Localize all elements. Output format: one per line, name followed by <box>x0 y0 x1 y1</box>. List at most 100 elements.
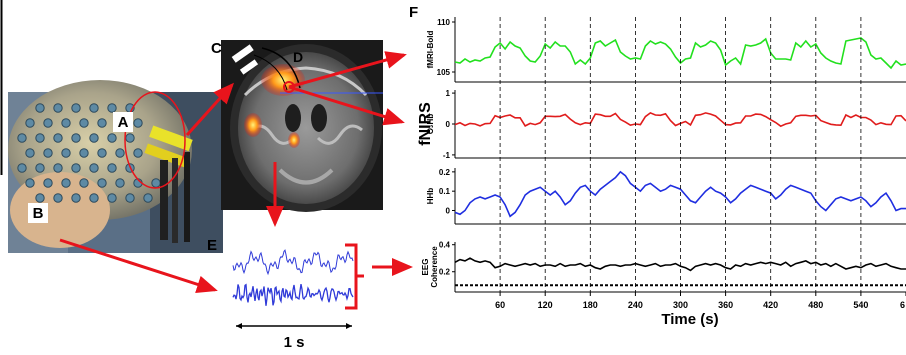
fnirs-probe <box>144 125 193 243</box>
eeg-electrode <box>97 148 107 158</box>
eeg-electrode <box>115 178 125 188</box>
x-tick-label: 360 <box>718 300 733 310</box>
arrow-probe-to-mri <box>185 82 235 137</box>
series-line-hhb <box>454 170 906 218</box>
x-tick-label: 240 <box>628 300 643 310</box>
y-tick-label-fmri: 105 <box>437 68 451 77</box>
raw-eeg-trace-bottom <box>232 283 354 306</box>
eeg-electrode <box>17 163 27 173</box>
x-tick-label: 6 <box>900 300 905 310</box>
eeg-electrode <box>107 133 117 143</box>
x-tick-label: 60 <box>495 300 505 310</box>
y-tick-label-o2hb: 1 <box>446 89 451 98</box>
eeg-bracket <box>345 243 364 310</box>
eeg-electrode <box>53 133 63 143</box>
eeg-electrode <box>43 148 53 158</box>
y-tick-label-hhb: 0.1 <box>439 187 451 196</box>
raw-eeg-trace-top <box>232 249 354 276</box>
eeg-electrode <box>89 133 99 143</box>
eeg-electrode <box>151 178 161 188</box>
eeg-electrode <box>143 193 153 203</box>
event-lines <box>499 17 862 292</box>
y-axis-label-eeg: EEG <box>421 259 430 276</box>
eeg-electrode <box>133 118 143 128</box>
chart-panel-eeg: 0.4 0.2 EEG Coherence <box>421 241 906 293</box>
eeg-electrode <box>35 103 45 113</box>
mri-coronal-slice: C D <box>211 40 383 212</box>
eeg-electrode <box>125 193 135 203</box>
eeg-electrode <box>71 163 81 173</box>
eeg-electrode <box>61 118 71 128</box>
y-tick-label-hhb: 0 <box>446 206 451 215</box>
eeg-electrode <box>107 193 117 203</box>
eeg-electrode <box>107 163 117 173</box>
y-tick-label-fmri: 110 <box>437 18 450 27</box>
eeg-electrode <box>89 193 99 203</box>
x-tick-label: 480 <box>808 300 823 310</box>
x-tick-label: 300 <box>673 300 688 310</box>
eeg-electrode <box>89 103 99 113</box>
eeg-electrode <box>25 178 35 188</box>
eeg-electrode <box>71 103 81 113</box>
eeg-electrode <box>35 193 45 203</box>
label-a: A <box>118 114 129 131</box>
eeg-electrode <box>53 103 63 113</box>
eeg-electrode <box>71 133 81 143</box>
eeg-electrode <box>125 133 135 143</box>
eeg-cap-photo: A B <box>8 80 223 253</box>
series-line-eeg <box>454 257 906 272</box>
label-b: B <box>33 205 44 222</box>
eeg-electrode <box>97 118 107 128</box>
x-tick-label: 540 <box>853 300 868 310</box>
eeg-electrode <box>17 133 27 143</box>
eeg-electrode <box>97 178 107 188</box>
label-c: C <box>211 40 222 57</box>
eeg-electrode <box>61 148 71 158</box>
y-tick-label-o2hb: 0 <box>446 120 451 129</box>
mri-probe-marker <box>231 44 301 91</box>
probe-circle <box>124 91 186 189</box>
eeg-electrode <box>133 148 143 158</box>
raw-eeg-traces: E 1 s <box>207 237 364 351</box>
label-e: E <box>207 237 217 254</box>
eeg-electrode <box>89 163 99 173</box>
y-axis-label-o2hb: O₂Hb <box>426 114 435 135</box>
chart-panel-o2hb: 1 0 -1 O₂Hb <box>426 89 906 160</box>
x-tick-label: 120 <box>538 300 553 310</box>
eeg-electrode <box>43 118 53 128</box>
eeg-electrodes <box>17 103 161 203</box>
red-arrows <box>59 51 413 294</box>
arrow-to-fmri <box>288 51 407 89</box>
eeg-electrode <box>115 148 125 158</box>
x-axis-label: Time (s) <box>661 311 718 328</box>
x-tick-label: 180 <box>583 300 598 310</box>
eeg-electrode <box>35 163 45 173</box>
x-tick-label: 420 <box>763 300 778 310</box>
y-axis-label-fmri: fMRI-Bold <box>426 31 435 69</box>
fnirs-label: fNIRS <box>417 102 434 146</box>
y-axis-label-hhb: HHb <box>426 188 435 205</box>
arrow-b-to-eeg <box>59 238 218 294</box>
label-d: D <box>293 49 303 65</box>
y-tick-label-hhb: 0.2 <box>439 168 451 177</box>
y-axis-label-eeg: Coherence <box>430 246 439 288</box>
label-f: F <box>409 4 418 21</box>
y-tick-label-o2hb: -1 <box>443 151 451 160</box>
scale-bar-label: 1 s <box>284 334 305 351</box>
eeg-electrode <box>35 133 45 143</box>
eeg-electrode <box>25 118 35 128</box>
eeg-electrode <box>61 178 71 188</box>
eeg-electrode <box>43 178 53 188</box>
eeg-electrode <box>25 148 35 158</box>
chart-panel-hhb: 0.2 0.1 0 HHb <box>426 168 906 225</box>
eeg-electrode <box>71 193 81 203</box>
y-tick-label-eeg: 0.2 <box>439 268 451 277</box>
y-tick-label-eeg: 0.4 <box>439 241 451 250</box>
eeg-electrode <box>53 193 63 203</box>
eeg-electrode <box>79 148 89 158</box>
eeg-electrode <box>79 178 89 188</box>
